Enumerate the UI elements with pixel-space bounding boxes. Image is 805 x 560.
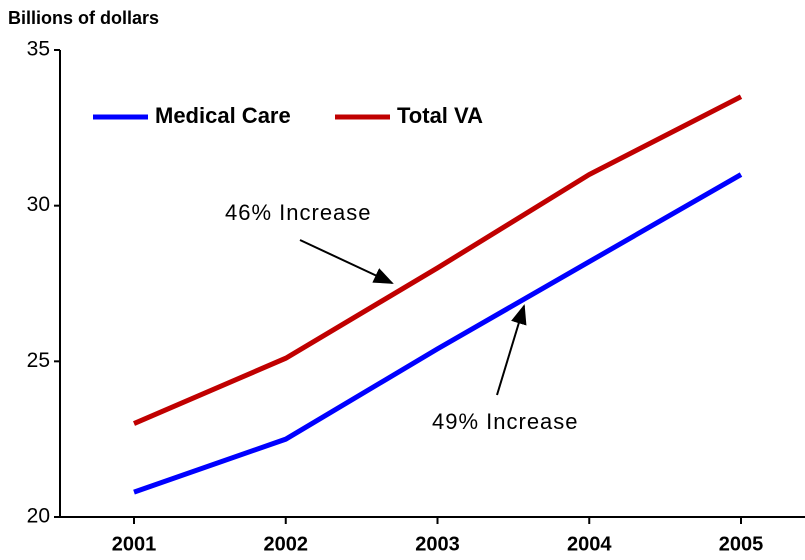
- y-axis-label: Billions of dollars: [8, 8, 159, 28]
- x-tick-label: 2004: [567, 533, 612, 555]
- data-line: [133, 94, 743, 426]
- y-tick-label: 35: [27, 38, 50, 61]
- annotation: 49% Increase: [432, 409, 579, 434]
- annotation: 46% Increase: [225, 200, 372, 225]
- y-tick-label: 20: [27, 505, 50, 528]
- legend-label: Medical Care: [155, 103, 291, 128]
- annotation-arrow: [299, 239, 394, 284]
- x-tick-label: 2001: [112, 533, 157, 555]
- x-tick-label: 2005: [719, 533, 764, 555]
- x-tick-label: 2002: [264, 533, 309, 555]
- annotation-arrow: [496, 304, 527, 396]
- data-line: [133, 172, 743, 495]
- x-tick-label: 2003: [415, 533, 460, 555]
- y-tick-label: 25: [27, 349, 50, 372]
- legend-label: Total VA: [397, 103, 483, 128]
- y-tick-label: 30: [27, 193, 50, 216]
